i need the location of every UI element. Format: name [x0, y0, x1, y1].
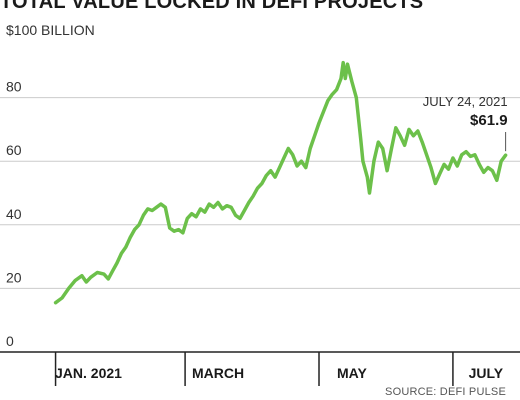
- y-tick-label-20: 20: [6, 269, 22, 285]
- annotation-date-label: JULY 24, 2021: [423, 94, 508, 109]
- x-tick-label-7: JULY: [469, 365, 504, 381]
- y-tick-label-60: 60: [6, 142, 22, 158]
- series-layer: [53, 60, 508, 305]
- series-line-0: [53, 60, 508, 305]
- x-axis: JAN. 2021 MARCH MAY JULY: [0, 351, 520, 386]
- annotation-value-label: $61.9: [470, 112, 508, 129]
- y-tick-label-40: 40: [6, 206, 22, 222]
- grid-layer: 0 20 40 60 80: [0, 79, 520, 349]
- annotation: JULY 24, 2021 $61.9: [423, 94, 508, 152]
- x-tick-label-1: JAN. 2021: [55, 365, 122, 381]
- x-tick-label-3: MARCH: [192, 365, 244, 381]
- y-tick-label-0: 0: [6, 333, 14, 349]
- chart-title: TOTAL VALUE LOCKED IN DEFI PROJECTS: [0, 0, 424, 13]
- x-tick-label-5: MAY: [337, 365, 367, 381]
- y-tick-label-80: 80: [6, 79, 22, 95]
- source-note: SOURCE: DEFI PULSE: [385, 386, 506, 398]
- y-axis-unit-label: $100 BILLION: [6, 22, 95, 38]
